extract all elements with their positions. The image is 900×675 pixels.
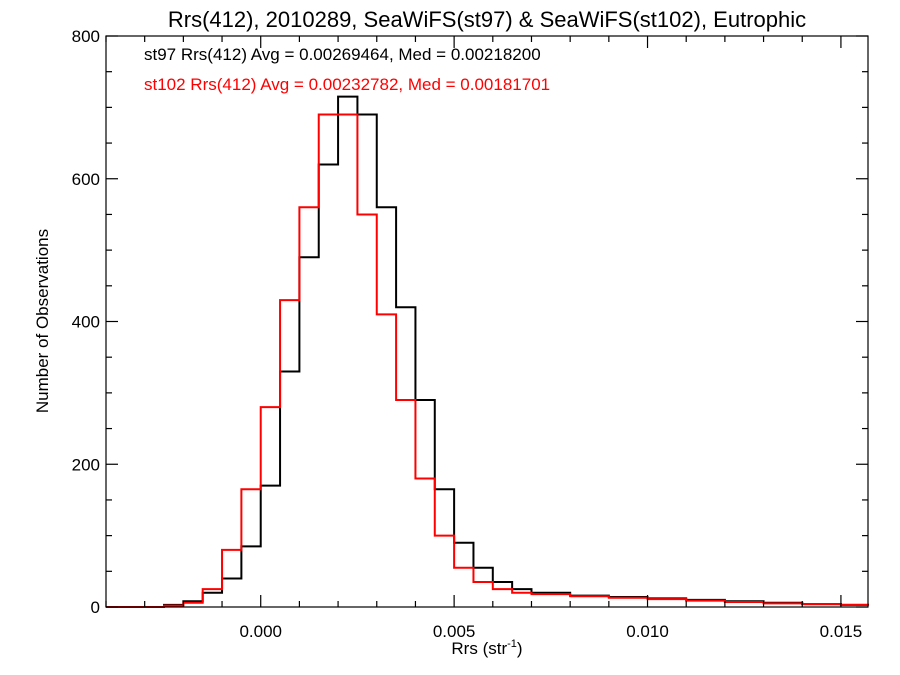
- y-tick-label: 800: [72, 27, 100, 46]
- x-tick-label: 0.010: [626, 622, 669, 641]
- y-tick-label: 600: [72, 170, 100, 189]
- series-layer: [106, 95, 869, 608]
- annotation-st102: st102 Rrs(412) Avg = 0.00232782, Med = 0…: [144, 75, 550, 94]
- series-line-st97: [106, 95, 869, 608]
- annotation-st97: st97 Rrs(412) Avg = 0.00269464, Med = 0.…: [144, 45, 541, 64]
- plot-frame: [105, 35, 869, 608]
- y-axis-label: Number of Observations: [33, 229, 52, 413]
- x-tick-label: 0.005: [433, 622, 476, 641]
- y-tick-label: 0: [91, 598, 100, 617]
- x-axis-label-superscript: -1: [507, 638, 517, 650]
- plot-area: [105, 35, 869, 608]
- x-tick-label: 0.015: [820, 622, 863, 641]
- y-tick-label: 200: [72, 455, 100, 474]
- ticks-layer: 0.000 0.005 0.010 0.015 0 200 400 600 800: [72, 27, 868, 641]
- y-tick-label: 400: [72, 313, 100, 332]
- x-axis-label-main: Rrs (str: [451, 639, 507, 658]
- x-axis-label-suffix: ): [517, 639, 523, 658]
- series-line-st102: [106, 113, 869, 608]
- x-tick-label: 0.000: [239, 622, 282, 641]
- chart-title: Rrs(412), 2010289, SeaWiFS(st97) & SeaWi…: [168, 7, 806, 32]
- x-axis-label: Rrs (str-1): [451, 638, 522, 658]
